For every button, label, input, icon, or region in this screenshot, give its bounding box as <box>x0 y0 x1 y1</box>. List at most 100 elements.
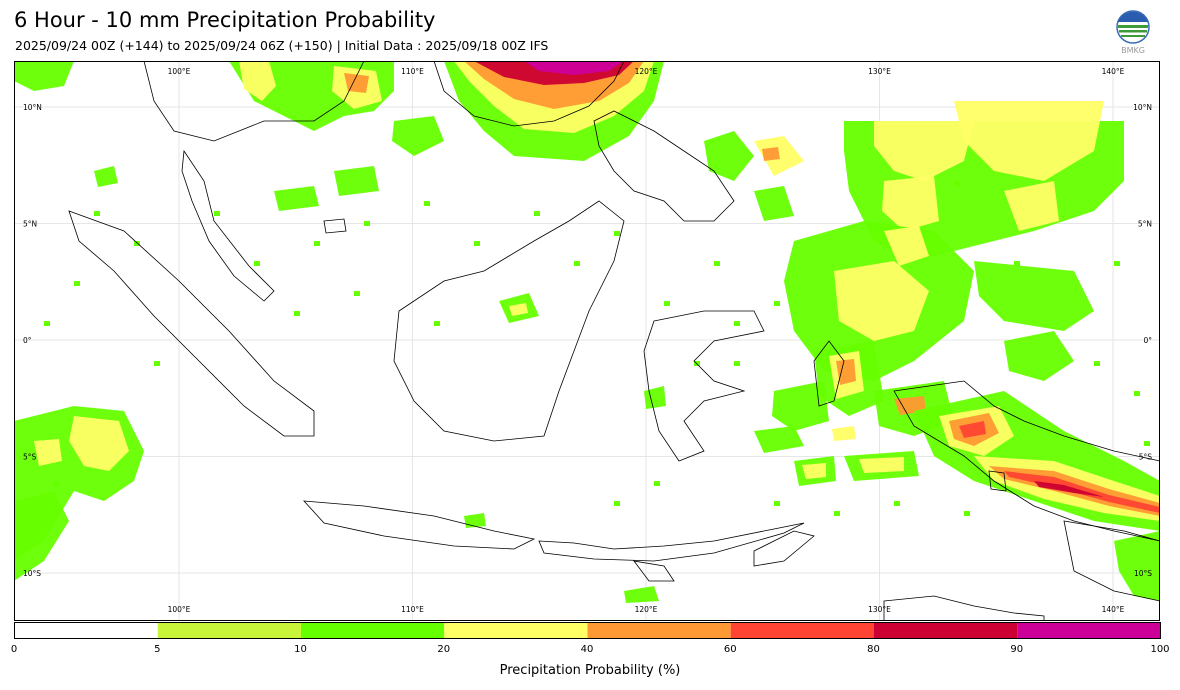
precip-area <box>392 116 444 156</box>
coastline <box>393 200 625 442</box>
graticule-labels: 100°E 100°E 110°E 110°E 120°E 120°E 130°E 130°E… <box>23 67 1152 614</box>
colorbar-ticks: 0 5 10 20 40 60 80 90 100 <box>10 644 1170 658</box>
colorbar-bin <box>14 622 158 639</box>
precip-speckle <box>364 221 370 226</box>
lat-label-left: 10°N <box>23 103 42 112</box>
forecast-period-subtitle: 2025/09/24 00Z (+144) to 2025/09/24 06Z … <box>15 38 549 53</box>
chart-title: 6 Hour - 10 mm Precipitation Probability <box>14 8 436 32</box>
precip-speckle <box>1134 391 1140 396</box>
precip-area <box>754 426 804 453</box>
precip-speckle <box>714 261 720 266</box>
coastline <box>813 340 845 407</box>
precip-area <box>524 61 624 75</box>
lon-label-bottom: 120°E <box>635 605 658 614</box>
precip-speckle <box>574 261 580 266</box>
precip-speckle <box>664 301 670 306</box>
precip-speckle <box>434 321 440 326</box>
precip-area <box>14 491 69 581</box>
coastline <box>883 595 1045 621</box>
lat-label-left: 0° <box>23 336 32 345</box>
precip-area <box>239 61 276 101</box>
coastline <box>893 380 1160 542</box>
coastline <box>323 218 347 234</box>
coastline <box>633 560 675 582</box>
coastline <box>181 149 275 302</box>
precip-speckle <box>954 181 960 186</box>
colorbar-tick-label: 20 <box>437 644 451 655</box>
precip-area <box>94 166 118 187</box>
precipitation-map: 100°E 100°E 110°E 110°E 120°E 120°E 130°E 130°E… <box>14 61 1160 621</box>
precip-area <box>1004 331 1074 381</box>
coastline <box>143 61 365 142</box>
precip-area <box>959 421 986 438</box>
coastline <box>68 210 315 437</box>
colorbar-bin <box>157 622 301 639</box>
precip-area <box>509 303 528 316</box>
precip-speckle <box>354 291 360 296</box>
precip-area <box>69 416 129 471</box>
precip-area <box>34 439 62 466</box>
precip-speckle <box>254 261 260 266</box>
precip-speckle <box>294 311 300 316</box>
precip-area <box>974 261 1094 331</box>
coastline <box>538 522 805 562</box>
precip-speckle <box>214 211 220 216</box>
lat-label-right: 5°S <box>1139 453 1153 462</box>
colorbar-bin <box>874 622 1018 639</box>
lon-label-bottom: 130°E <box>868 605 891 614</box>
coastlines <box>68 61 1160 621</box>
precip-speckle <box>614 501 620 506</box>
precip-speckle <box>424 201 430 206</box>
lat-label-right: 10°S <box>1134 569 1152 578</box>
precip-speckle <box>134 241 140 246</box>
precip-speckle <box>54 481 60 486</box>
precip-speckle <box>1114 261 1120 266</box>
precip-speckle <box>1014 261 1020 266</box>
lat-label-right: 10°N <box>1133 103 1152 112</box>
lon-label-top: 140°E <box>1102 67 1125 76</box>
precip-area <box>832 426 856 441</box>
precip-speckle <box>734 361 740 366</box>
lon-label-top: 100°E <box>168 67 191 76</box>
colorbar-bin <box>1017 622 1161 639</box>
lat-label-left: 10°S <box>23 569 41 578</box>
precip-area <box>464 513 486 528</box>
precip-area <box>1114 531 1160 601</box>
precip-speckle <box>1094 361 1100 366</box>
colorbar-tick-label: 60 <box>723 644 737 655</box>
colorbar-tick-label: 100 <box>1150 644 1170 655</box>
precip-area <box>882 176 939 231</box>
precip-area <box>1034 481 1104 497</box>
precip-speckle <box>154 361 160 366</box>
lon-label-top: 120°E <box>635 67 658 76</box>
coastline <box>643 310 765 462</box>
precip-speckle <box>894 501 900 506</box>
lat-label-right: 0° <box>1143 336 1152 345</box>
coastline <box>433 61 625 127</box>
precip-area <box>874 121 974 181</box>
lat-label-right: 5°N <box>1138 220 1152 229</box>
precip-area <box>762 147 780 161</box>
precip-area <box>1004 181 1059 231</box>
precip-area <box>274 186 319 211</box>
precip-area <box>334 166 379 196</box>
precip-area <box>14 61 74 91</box>
logo-text: BMKG <box>1121 46 1145 55</box>
colorbar-tick-label: 5 <box>154 644 161 655</box>
precip-area <box>859 457 904 473</box>
colorbar-tick-label: 0 <box>10 644 18 655</box>
bmkg-globe-logo-icon: BMKG <box>1116 10 1150 55</box>
colorbar <box>14 622 1161 639</box>
precip-speckle <box>734 321 740 326</box>
precip-speckle <box>474 241 480 246</box>
precip-speckle <box>1144 441 1150 446</box>
precip-area <box>754 186 794 221</box>
coastline <box>303 500 536 550</box>
colorbar-bin <box>301 622 445 639</box>
precip-area <box>884 226 929 266</box>
lon-label-top: 110°E <box>401 67 424 76</box>
precip-speckle <box>314 241 320 246</box>
precip-area <box>802 463 826 479</box>
lon-label-bottom: 140°E <box>1102 605 1125 614</box>
colorbar-tick-label: 10 <box>294 644 307 655</box>
